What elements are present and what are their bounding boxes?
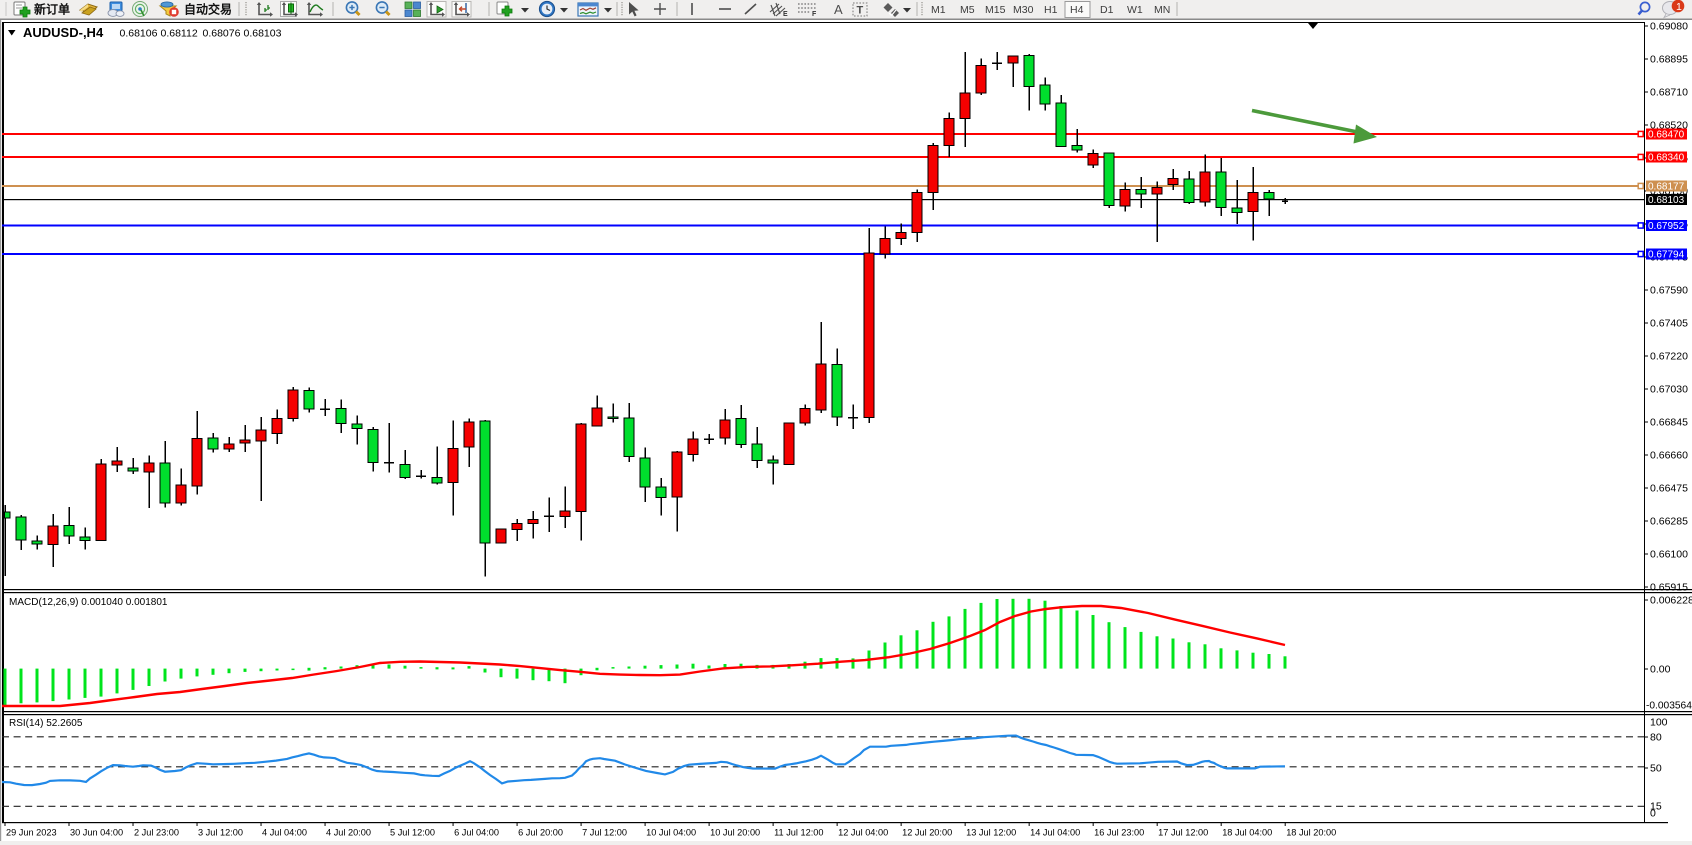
svg-text:AUDUSD-,H4: AUDUSD-,H4: [23, 25, 104, 40]
svg-text:0.66285: 0.66285: [1650, 516, 1688, 528]
svg-text:2 Jul 23:00: 2 Jul 23:00: [134, 828, 179, 838]
svg-text:0.66845: 0.66845: [1650, 417, 1688, 429]
svg-text:0.67590: 0.67590: [1650, 285, 1688, 297]
svg-text:T: T: [857, 5, 864, 17]
svg-text:0.68177: 0.68177: [1648, 182, 1685, 193]
svg-text:6 Jul 20:00: 6 Jul 20:00: [518, 828, 563, 838]
svg-text:0.68895: 0.68895: [1650, 54, 1688, 66]
svg-text:F: F: [812, 11, 817, 18]
svg-text:6 Jul 04:00: 6 Jul 04:00: [454, 828, 499, 838]
svg-text:M1: M1: [931, 4, 946, 16]
svg-text:18 Jul 04:00: 18 Jul 04:00: [1222, 828, 1272, 838]
svg-text:50: 50: [1650, 763, 1662, 775]
svg-text:12 Jul 20:00: 12 Jul 20:00: [902, 828, 952, 838]
svg-text:30 Jun 04:00: 30 Jun 04:00: [70, 828, 123, 838]
svg-text:0.66660: 0.66660: [1650, 450, 1688, 462]
svg-text:16 Jul 23:00: 16 Jul 23:00: [1094, 828, 1144, 838]
svg-text:0.68106: 0.68106: [120, 28, 158, 40]
svg-text:0.65915: 0.65915: [1650, 582, 1688, 594]
svg-text:29 Jun 2023: 29 Jun 2023: [6, 828, 57, 838]
svg-text:0.67952: 0.67952: [1648, 221, 1685, 232]
svg-text:14 Jul 04:00: 14 Jul 04:00: [1030, 828, 1080, 838]
svg-text:0.68710: 0.68710: [1650, 87, 1688, 99]
svg-text:0.68112: 0.68112: [161, 28, 198, 40]
svg-text:A: A: [834, 2, 843, 17]
svg-text:0.67030: 0.67030: [1650, 384, 1688, 396]
svg-text:18 Jul 20:00: 18 Jul 20:00: [1286, 828, 1336, 838]
svg-text:10 Jul 20:00: 10 Jul 20:00: [710, 828, 760, 838]
svg-text:11 Jul 12:00: 11 Jul 12:00: [774, 828, 823, 838]
svg-text:0.00: 0.00: [1650, 664, 1671, 676]
svg-text:7 Jul 12:00: 7 Jul 12:00: [582, 828, 627, 838]
svg-text:0.68076: 0.68076: [203, 28, 241, 40]
svg-text:0: 0: [1650, 808, 1656, 820]
svg-text:自动交易: 自动交易: [184, 2, 232, 17]
svg-text:E: E: [783, 11, 788, 18]
svg-text:0.69080: 0.69080: [1650, 21, 1688, 33]
svg-text:3 Jul 12:00: 3 Jul 12:00: [198, 828, 243, 838]
svg-text:0.66475: 0.66475: [1650, 483, 1688, 495]
svg-text:0.67405: 0.67405: [1650, 318, 1688, 330]
svg-text:5 Jul 12:00: 5 Jul 12:00: [390, 828, 435, 838]
svg-text:W1: W1: [1127, 4, 1143, 16]
svg-text:4 Jul 04:00: 4 Jul 04:00: [262, 828, 307, 838]
svg-text:0.68340: 0.68340: [1648, 153, 1685, 164]
svg-text:0.68103: 0.68103: [1648, 195, 1685, 206]
svg-text:0.67794: 0.67794: [1648, 250, 1685, 261]
svg-text:1: 1: [1676, 1, 1682, 13]
svg-text:0.68103: 0.68103: [244, 28, 282, 40]
svg-text:10 Jul 04:00: 10 Jul 04:00: [646, 828, 696, 838]
svg-text:M15: M15: [985, 4, 1006, 16]
svg-text:-0.003564: -0.003564: [1646, 701, 1692, 712]
svg-text:M5: M5: [960, 4, 975, 16]
svg-text:D1: D1: [1100, 4, 1114, 16]
svg-text:MN: MN: [1154, 4, 1170, 16]
svg-text:M30: M30: [1013, 4, 1034, 16]
svg-text:100: 100: [1650, 717, 1668, 729]
svg-text:0.68470: 0.68470: [1648, 130, 1685, 141]
svg-text:0.006228: 0.006228: [1650, 595, 1692, 607]
svg-text:0.67220: 0.67220: [1650, 351, 1688, 363]
svg-text:0.66100: 0.66100: [1650, 549, 1688, 561]
svg-text:4 Jul 20:00: 4 Jul 20:00: [326, 828, 371, 838]
svg-text:H1: H1: [1044, 4, 1058, 16]
svg-text:13 Jul 12:00: 13 Jul 12:00: [966, 828, 1016, 838]
svg-text:80: 80: [1650, 732, 1662, 744]
svg-text:15: 15: [1650, 801, 1662, 813]
svg-text:RSI(14) 52.2605: RSI(14) 52.2605: [9, 718, 83, 729]
svg-text:新订单: 新订单: [34, 2, 70, 17]
svg-text:17 Jul 12:00: 17 Jul 12:00: [1158, 828, 1208, 838]
svg-text:12 Jul 04:00: 12 Jul 04:00: [838, 828, 888, 838]
svg-text:MACD(12,26,9) 0.001040 0.00180: MACD(12,26,9) 0.001040 0.001801: [9, 597, 168, 608]
svg-text:H4: H4: [1070, 4, 1084, 16]
